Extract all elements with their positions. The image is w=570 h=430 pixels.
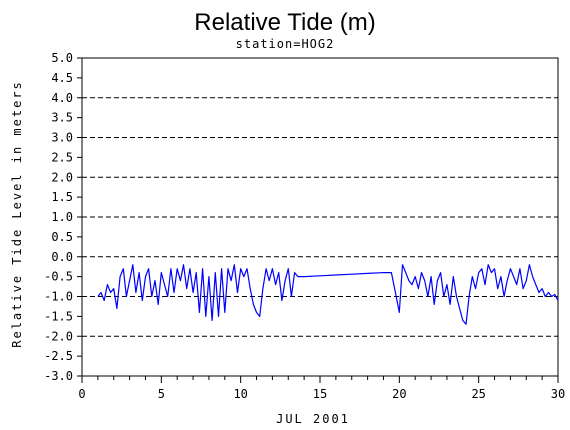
x-tick-label: 0 [78, 387, 85, 401]
chart-subtitle: station=HOG2 [236, 37, 335, 51]
x-tick-label: 30 [551, 387, 565, 401]
y-tick-label: 4.5 [51, 71, 73, 85]
chart-title: Relative Tide (m) [194, 9, 375, 36]
y-axis: 5.0 4.5 4.0 3.5 3.0 2.5 2.0 1.5 1.0 0.5 0.0 -0.5 -1.… [44, 51, 82, 383]
x-tick-label: 10 [233, 387, 247, 401]
y-tick-label: -1.0 [44, 290, 73, 304]
y-axis-label: Relative Tide Level in meters [10, 80, 24, 348]
x-tick-label: 15 [313, 387, 327, 401]
series-group [97, 264, 559, 325]
series-line [97, 264, 559, 325]
gridlines [82, 57, 558, 377]
y-tick-label: 3.0 [51, 131, 73, 145]
y-tick-label: -1.5 [44, 309, 73, 323]
y-tick-label: 0.5 [51, 230, 73, 244]
y-tick-label: 0.0 [51, 250, 73, 264]
x-axis-label: JUL 2001 [276, 412, 350, 426]
y-tick-label: 1.0 [51, 210, 73, 224]
x-tick-label: 20 [392, 387, 406, 401]
y-tick-label: 2.0 [51, 170, 73, 184]
y-tick-label: 3.5 [51, 111, 73, 125]
x-tick-label: 5 [158, 387, 165, 401]
y-tick-label: 1.5 [51, 190, 73, 204]
y-tick-label: 2.5 [51, 150, 73, 164]
y-tick-label: -2.0 [44, 329, 73, 343]
y-tick-label: -3.0 [44, 369, 73, 383]
y-tick-label: -2.5 [44, 349, 73, 363]
x-tick-label: 25 [471, 387, 485, 401]
y-tick-label: -0.5 [44, 270, 73, 284]
y-tick-label: 4.0 [51, 91, 73, 105]
x-axis: 0 5 10 15 20 25 30 [78, 376, 565, 401]
y-tick-label: 5.0 [51, 51, 73, 65]
